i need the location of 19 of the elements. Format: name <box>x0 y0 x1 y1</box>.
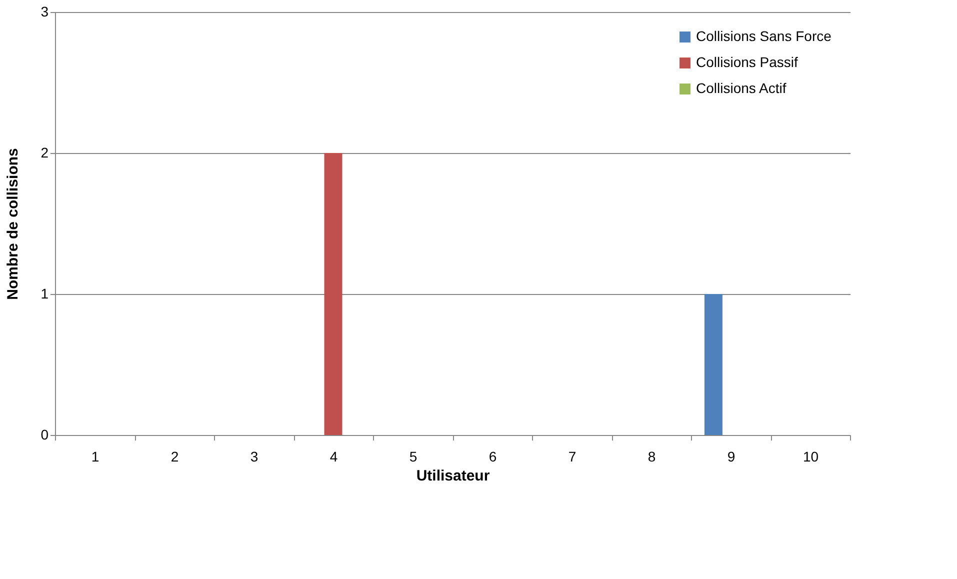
y-tick-label: 2 <box>40 144 49 160</box>
x-tick-label: 8 <box>648 448 656 464</box>
x-tick-label: 6 <box>488 448 497 464</box>
x-tick-label: 4 <box>330 448 338 464</box>
legend-label: Collisions Actif <box>696 80 786 96</box>
x-tick-label: 3 <box>250 448 258 464</box>
y-tick-label: 3 <box>40 4 49 20</box>
y-axis-title: Nombre de collisions <box>4 148 22 300</box>
x-tick-label: 9 <box>727 448 736 464</box>
x-tick-label: 7 <box>568 448 576 464</box>
x-axis-title: Utilisateur <box>416 468 490 484</box>
x-tick-label: 5 <box>409 448 418 464</box>
y-tick-label: 0 <box>40 426 49 442</box>
x-tick-label: 1 <box>91 448 100 464</box>
x-tick-label: 10 <box>802 448 819 464</box>
legend-label: Collisions Passif <box>696 54 798 70</box>
x-tick-label: 2 <box>170 448 179 464</box>
legend-label: Collisions Sans Force <box>696 28 832 44</box>
y-tick-label: 1 <box>40 286 49 302</box>
